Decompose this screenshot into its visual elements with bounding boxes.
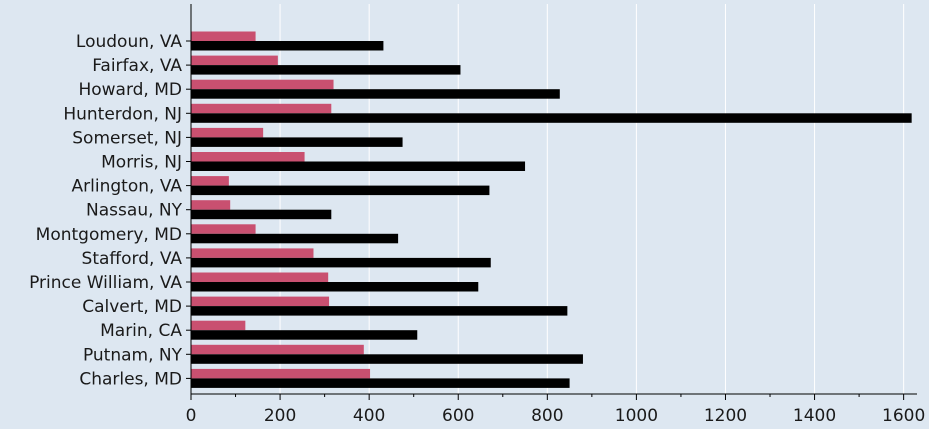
- bar-series-1: [191, 103, 332, 114]
- x-tick-label: 1400: [793, 406, 836, 426]
- bar-series-2: [191, 65, 461, 75]
- category-label: Nassau, NY: [86, 201, 183, 221]
- x-tick-labels: 0 200 400 600 800 1000 1200 1400 1600: [186, 406, 926, 426]
- bar-series-1: [191, 152, 305, 162]
- bar-series-2: [191, 209, 332, 220]
- x-tick-label: 1200: [704, 406, 747, 426]
- category-label: Hunterdon, NJ: [63, 104, 182, 124]
- category-label: Calvert, MD: [82, 297, 182, 317]
- bar-series-2: [191, 89, 560, 99]
- bar-series-2: [191, 257, 491, 268]
- category-label: Montgomery, MD: [36, 225, 182, 245]
- bar-series-2: [191, 113, 912, 123]
- bar-series-2: [191, 161, 526, 171]
- category-label: Putnam, NY: [83, 345, 183, 365]
- bar-series-1: [191, 31, 256, 41]
- category-label: Somerset, NJ: [72, 128, 182, 148]
- x-tick-label: 800: [531, 406, 563, 426]
- category-label: Howard, MD: [78, 80, 182, 100]
- bar-series-2: [191, 330, 418, 340]
- bar-series-1: [191, 248, 314, 258]
- x-tick-label: 1000: [615, 406, 658, 426]
- category-label: Fairfax, VA: [92, 56, 182, 76]
- bar-series-2: [191, 378, 570, 388]
- category-label: Prince William, VA: [29, 273, 182, 293]
- bar-series-2: [191, 41, 384, 51]
- bar-series-1: [191, 176, 229, 186]
- bar-series-2: [191, 306, 568, 316]
- category-labels: Loudoun, VA Fairfax, VA Howard, MD Hunterdo…: [29, 32, 183, 389]
- x-tick-label: 600: [442, 406, 474, 426]
- x-tick-label: 1600: [882, 406, 925, 426]
- category-label: Loudoun, VA: [76, 32, 182, 52]
- bar-series-1: [191, 272, 329, 282]
- bar-series-2: [191, 185, 490, 196]
- category-label: Marin, CA: [100, 321, 182, 341]
- x-tick-label: 400: [353, 406, 385, 426]
- bar-series-1: [191, 344, 364, 355]
- bar-series-1: [191, 320, 246, 331]
- axes: [186, 4, 917, 400]
- bar-series-1: [191, 368, 371, 379]
- bar-series-1: [191, 127, 264, 138]
- bar-series-1: [191, 296, 330, 307]
- bars: [191, 31, 912, 388]
- category-label: Charles, MD: [79, 369, 182, 389]
- category-label: Arlington, VA: [72, 177, 183, 197]
- bar-series-2: [191, 354, 583, 364]
- category-label: Stafford, VA: [82, 249, 183, 269]
- bar-series-1: [191, 55, 278, 66]
- bar-series-1: [191, 224, 256, 234]
- bar-series-2: [191, 233, 399, 244]
- bar-series-2: [191, 282, 479, 292]
- x-tick-label: 200: [264, 406, 296, 426]
- x-tick-label: 0: [186, 406, 197, 426]
- bar-series-2: [191, 137, 403, 147]
- bar-series-1: [191, 79, 334, 90]
- category-label: Morris, NJ: [101, 153, 182, 173]
- bar-series-1: [191, 200, 231, 210]
